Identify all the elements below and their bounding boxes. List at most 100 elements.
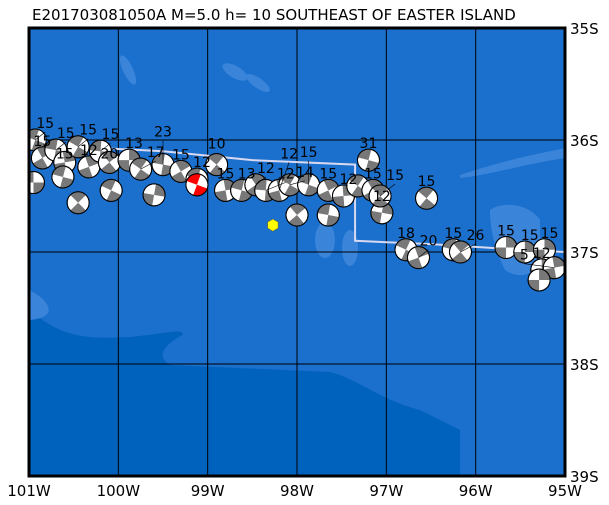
beachball-outline [97,150,121,174]
depth-label-leader [289,180,305,186]
focal-mechanism[interactable] [49,163,76,190]
depth-label: 12 [257,161,275,177]
beachball-compression-quadrant [539,269,551,280]
depth-label: 31 [360,136,378,152]
depth-label: 15 [444,226,462,242]
depth-label: 15 [300,145,318,161]
focal-mechanism[interactable] [201,149,232,180]
beachball-compression-quadrant [131,158,147,170]
beachball-compression-quadrant [32,157,48,169]
beachball-outline [185,173,209,197]
depth-label: 20 [100,146,118,162]
depth-label: 14 [296,165,314,181]
beachball-compression-quadrant [552,256,565,268]
depth-label: 15 [57,126,75,142]
depth-label: 13 [238,166,256,182]
depth-label: 15 [102,127,120,143]
depth-label-leader [418,249,429,258]
focal-mechanism[interactable] [355,147,382,174]
beachball-compression-quadrant [154,184,166,197]
depth-label: 12 [277,166,295,182]
depth-label: 23 [154,125,172,141]
lon-tick-label: 96W [459,482,493,500]
focal-mechanism[interactable] [22,171,45,195]
beachball-compression-quadrant [129,149,141,161]
beachball-compression-quadrant [513,252,525,263]
beachball-outline [51,165,75,189]
depth-label: 17 [147,145,165,161]
depth-label: 15 [521,228,539,244]
depth-label: 12 [280,146,298,162]
depth-label-leader [77,138,89,147]
beachball-compression-quadrant [44,139,58,151]
lat-tick-label: 36S [570,132,599,150]
depth-label-leader [524,263,555,268]
beachball-compression-quadrant [175,160,191,172]
lon-tick-label: 100W [97,482,141,500]
focal-mechanism[interactable] [527,268,551,292]
focal-mechanism[interactable] [494,236,518,260]
beachball-compression-quadrant [118,160,130,172]
beachball-compression-quadrant [70,191,86,203]
lon-tick-label: 95W [548,482,582,500]
beachball-compression-quadrant [62,151,76,163]
beachball-compression-quadrant [332,196,345,207]
lat-tick-label: 35S [570,20,599,38]
focal-mechanism-target-event[interactable] [183,171,211,199]
focal-mechanism[interactable] [94,147,125,178]
depth-label-leader [140,160,156,170]
depth-label-leader [100,142,111,152]
depth-label: 12 [193,155,211,171]
beachball-outline [285,203,309,227]
focal-mechanism[interactable] [513,240,537,264]
label-leader-lines [35,131,555,268]
focal-mechanism[interactable] [411,183,442,214]
beachball-compression-quadrant [100,162,117,174]
focal-mechanism[interactable] [63,187,94,218]
depth-label: 13 [125,136,143,152]
beachball-outline [448,240,472,264]
beachball-compression-quadrant [70,202,86,214]
beachball-compression-quadrant [289,204,306,216]
beachball-compression-quadrant [249,173,265,185]
beachball-outline [527,268,551,292]
beachball-compression-quadrant [171,171,187,183]
depth-label: 15 [56,146,74,162]
depth-label-leader [265,182,286,191]
focal-mechanism[interactable] [141,182,166,207]
depth-label: 12 [373,189,391,205]
depth-label: 15 [497,224,515,240]
epicenter-marker[interactable] [267,218,279,232]
beachball-compression-quadrant [106,190,122,202]
depth-label-leader [278,162,290,191]
beachball-compression-quadrant [326,215,340,227]
beachball-compression-quadrant [419,198,435,210]
beachball-compression-quadrant [102,151,118,163]
beachball-compression-quadrant [214,190,228,202]
beachball-compression-quadrant [453,241,469,252]
beachball-outline [129,157,153,181]
focal-mechanism[interactable] [75,153,103,181]
beachball-compression-quadrant [288,215,305,227]
beachball-compression-quadrant [495,247,507,259]
beachball-outline [368,184,392,208]
beachball-compression-quadrant [284,184,300,196]
depth-label: 12 [340,172,358,188]
beachball-compression-quadrant [367,179,383,191]
depth-label: 12 [80,143,98,159]
beachball-compression-quadrant [372,185,388,196]
beachball-outline [66,135,90,159]
beachball-compression-quadrant [68,135,84,147]
focal-mechanism[interactable] [282,200,313,231]
beachball-compression-quadrant [208,153,224,165]
focal-mechanism[interactable] [125,154,156,185]
beachball-compression-quadrant [152,153,165,165]
focal-mechanism[interactable] [97,176,126,205]
focal-mechanism[interactable] [316,202,341,227]
beachball-compression-quadrant [323,179,339,191]
lat-tick-label: 39S [570,468,599,486]
depth-label: 15 [319,166,337,182]
beachball-compression-quadrant [528,280,540,291]
